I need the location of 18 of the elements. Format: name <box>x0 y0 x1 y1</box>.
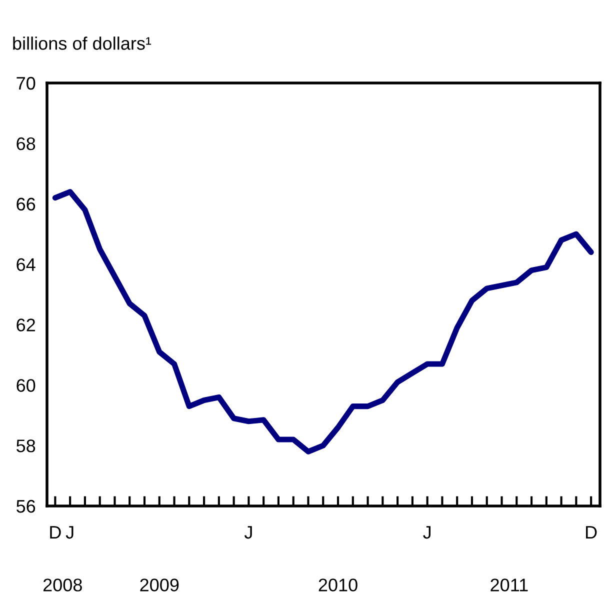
y-tick-label: 56 <box>16 500 36 513</box>
x-tick-label: J <box>66 526 74 539</box>
y-tick-label: 68 <box>16 137 36 150</box>
y-tick-label: 62 <box>16 318 35 332</box>
text: 2009 <box>140 578 179 592</box>
x-tick-label: J <box>423 526 430 539</box>
y-tick-label: 60 <box>16 379 36 392</box>
y-axis-title: billions of dollars¹ <box>13 36 152 50</box>
x-tick-label: D <box>50 526 61 539</box>
x-tick-label: J <box>244 526 252 539</box>
text: 2010 <box>318 578 358 592</box>
y-tick-label: 64 <box>16 258 36 272</box>
x-tick-label: D <box>586 526 597 539</box>
y-tick-label: 58 <box>16 440 36 452</box>
text: 2011 <box>490 578 528 592</box>
text: 2008 <box>43 578 82 592</box>
y-tick-label: 70 <box>16 76 36 90</box>
y-tick-label: 66 <box>16 198 36 211</box>
